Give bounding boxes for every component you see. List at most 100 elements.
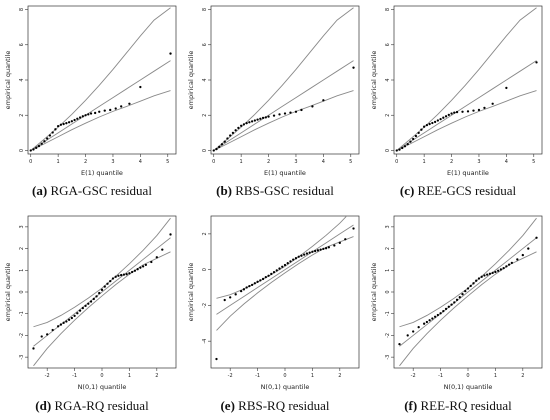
data-point [270,272,273,276]
y-tick-label: 1 [385,269,391,272]
data-point [420,128,423,131]
data-point [78,116,82,119]
data-point [32,347,35,350]
x-axis-title: N(0,1) quantile [444,383,493,391]
data-point [505,86,508,90]
data-point [455,110,459,114]
data-point [300,254,303,257]
x-tick-label: 2 [338,373,341,379]
data-point [428,319,431,322]
data-point [239,124,243,127]
caption-d: (d) RGA-RQ residual [2,398,182,414]
data-point [242,288,246,291]
y-tick-label: 0 [385,290,391,293]
x-tick-label: 3 [294,159,297,165]
y-tick-label: 1 [19,269,25,272]
data-point [73,314,76,318]
data-point [76,312,79,315]
data-point [292,258,295,261]
data-point [483,106,486,109]
data-point [422,125,426,128]
y-axis-title: empirical quantile [4,263,12,322]
data-point [215,147,218,151]
data-point [486,273,489,276]
envelope-upper-line [213,7,354,151]
data-point [256,118,259,121]
x-tick-label: 2 [267,159,270,165]
data-point [455,298,459,301]
data-point [499,268,503,271]
data-point [259,279,262,282]
y-tick-label: -2 [385,333,391,338]
data-point [275,269,278,272]
data-point [89,112,93,115]
data-point [477,108,481,112]
data-point [461,293,464,296]
x-tick-label: -1 [255,373,260,379]
data-point [120,105,123,108]
data-point [483,274,486,277]
data-point [311,250,314,253]
x-tick-label: 1 [240,159,243,165]
data-point [59,123,63,126]
data-point [294,257,298,260]
data-point [505,265,508,268]
data-point [130,270,134,274]
data-point [54,128,57,131]
caption-b: (b) RBS-GSC residual [185,183,365,199]
data-point [89,300,93,303]
data-point [425,123,429,127]
qq-plot-f: -2 -1 0 1 2 -3 -2 -1 0 1 2 3 N(0,1) quantile empirica… [370,215,543,391]
qq-panel-f: -2 -1 0 1 2 -3 -2 -1 0 1 2 3 N(0,1) quantile empirica… [368,210,548,420]
y-tick-label: 3 [19,225,25,228]
data-point [535,236,538,239]
data-point [261,277,265,281]
data-point [417,131,420,135]
x-axis-title: E(1) quantile [447,169,489,177]
data-point [491,271,494,275]
data-point [51,328,54,332]
x-tick-label: -2 [228,373,233,379]
data-point [250,283,254,286]
data-point [103,109,106,112]
data-point [286,262,289,265]
qq-panel-e: -2 -1 0 1 2 -4 -2 0 2 N(0,1) quantile empirical qu… [185,210,365,420]
y-tick-label: -4 [202,339,208,344]
plot-frame [27,5,177,155]
data-point [253,282,257,285]
data-point [494,270,497,274]
y-tick-label: -2 [19,333,25,338]
data-point [139,266,142,269]
data-point [409,140,412,143]
data-point [458,296,461,299]
data-point [414,134,418,138]
y-axis-title: empirical quantile [370,263,378,322]
data-point [305,252,309,255]
data-point [223,140,226,143]
data-point [46,333,49,336]
y-axis-title: empirical quantile [370,51,378,110]
data-point [267,115,270,118]
x-tick-label: 1 [128,373,131,379]
data-point [109,108,112,112]
data-point [248,284,251,288]
data-point [475,279,478,282]
data-point [65,320,68,323]
y-tick-label: 3 [385,225,391,228]
data-point [403,145,407,148]
data-point [92,297,95,301]
caption-text-c: REE-GCS residual [414,183,517,198]
data-point [406,142,409,146]
data-point [469,284,472,288]
data-point [62,321,65,324]
caption-label-f: (f) [404,398,418,413]
x-tick-label: 0 [212,159,215,165]
y-tick-label: 8 [385,8,391,11]
x-axis-title: N(0,1) quantile [78,383,127,391]
caption-text-a: RGA-GSC residual [47,183,152,198]
data-point [248,121,251,124]
y-tick-label: 6 [19,43,25,46]
data-point [425,320,429,324]
x-tick-label: -2 [411,373,416,379]
data-point [352,66,355,69]
